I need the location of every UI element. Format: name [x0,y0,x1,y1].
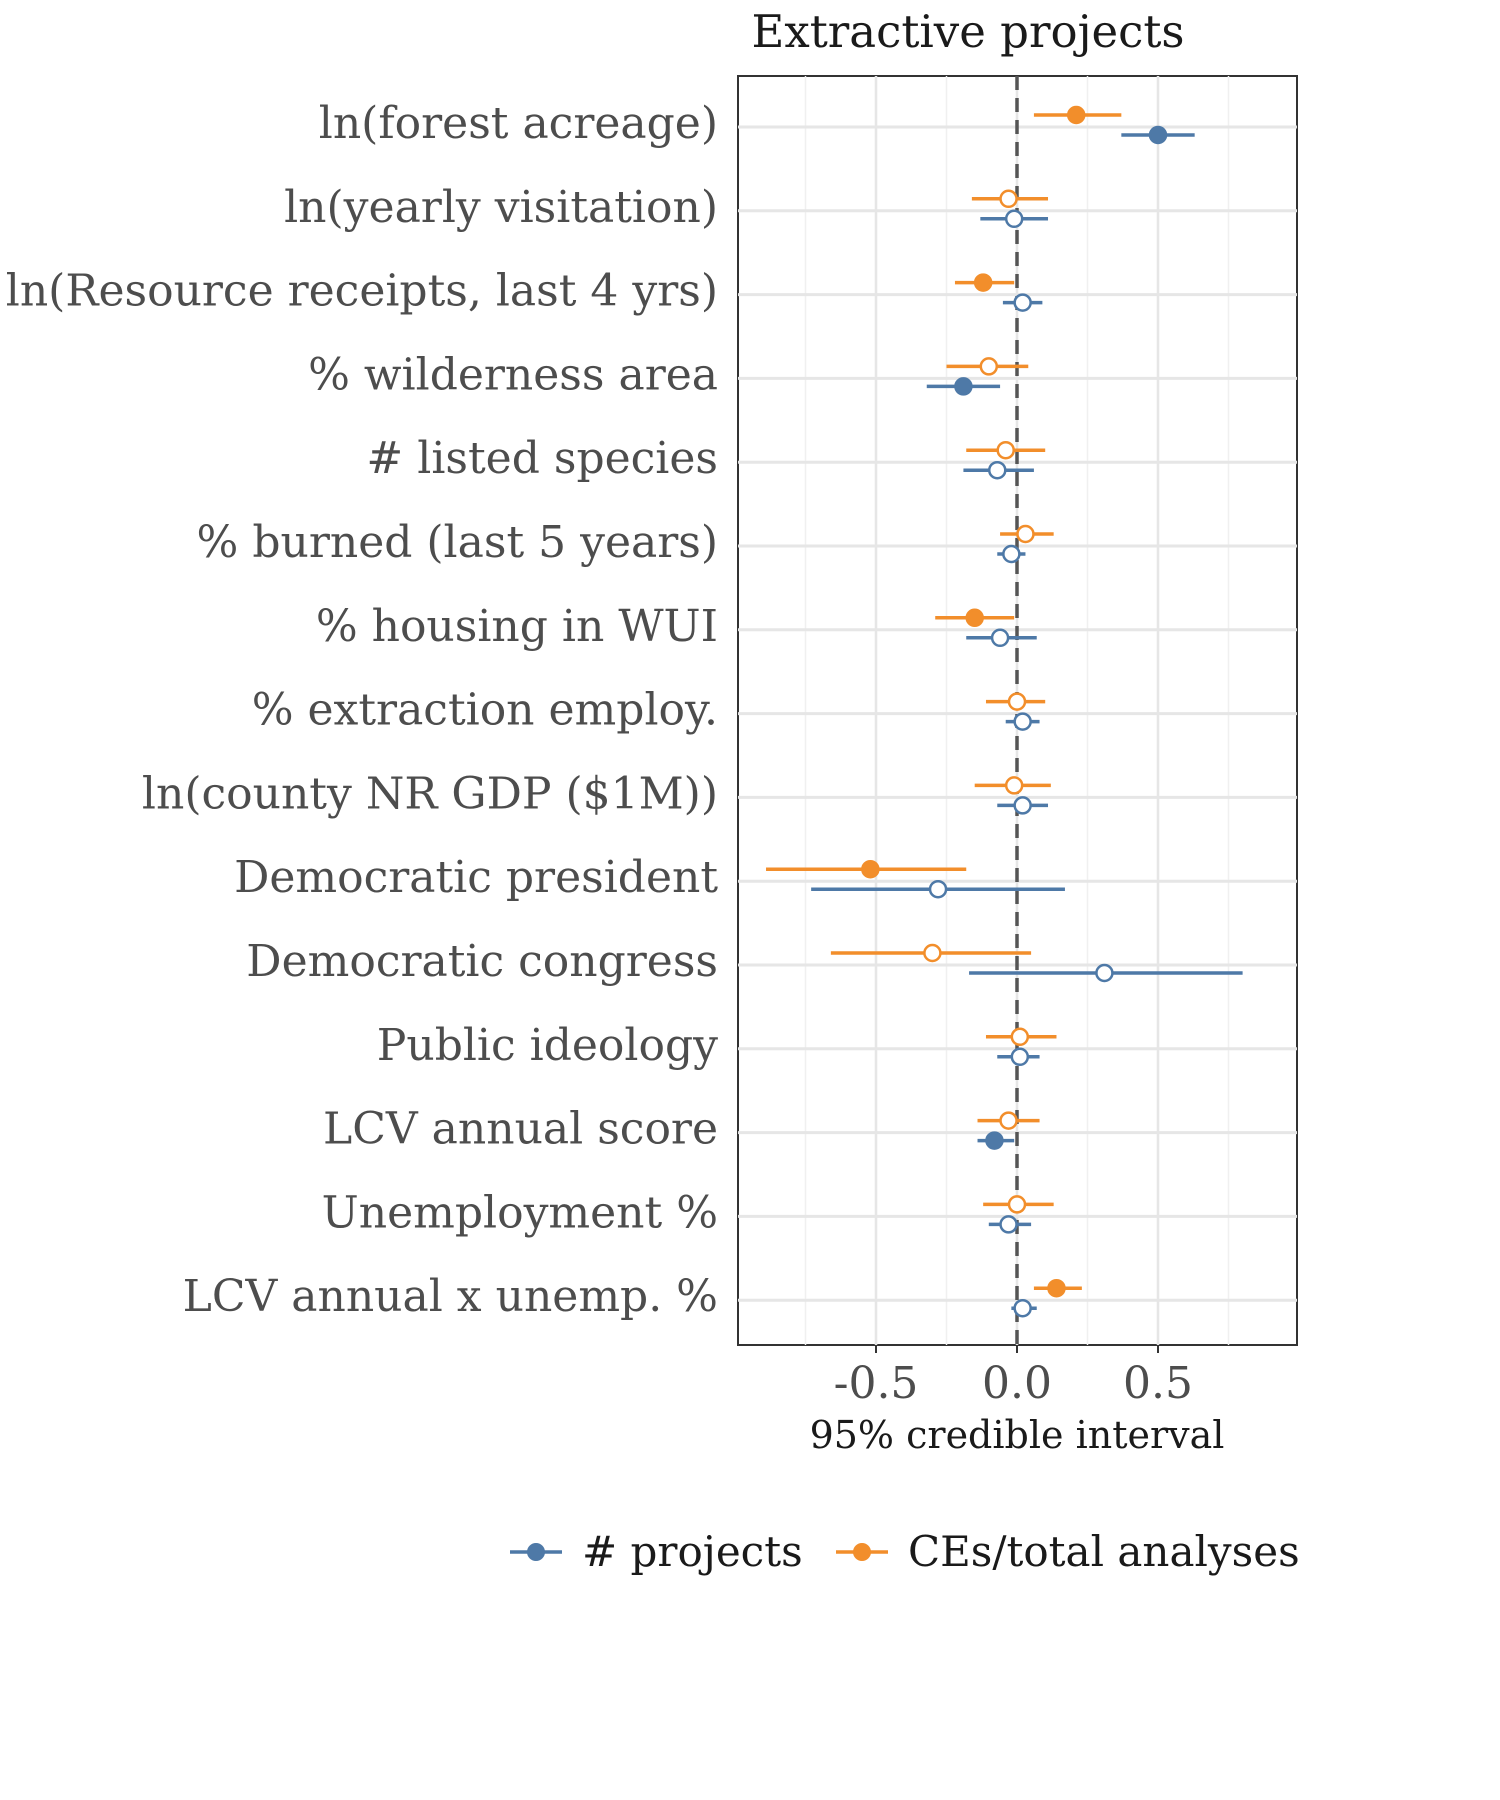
chart-title: Extractive projects [751,5,1184,58]
estimate-point [1047,1278,1066,1298]
estimate-point [928,879,948,899]
legend-item: # projects [510,1527,803,1576]
y-tick-labels: ln(forest acreage) ln(yearly visitation) l… [6,98,719,1322]
legend-label: CEs/total analyses [908,1527,1300,1576]
y-tick-label: Unemployment % [322,1187,718,1238]
y-tick-label: ln(forest acreage) [319,98,718,149]
estimate-point [1013,712,1032,731]
x-tick-labels: -0.5 0.0 0.5 [834,1345,1193,1409]
series-layer [766,105,1243,1318]
estimate-point [1010,1047,1030,1067]
estimate-point [1004,209,1024,229]
legend-key-point [853,1543,871,1561]
estimate-point [1002,544,1021,564]
y-tick-label: % housing in WUI [316,601,718,652]
estimate-point [965,608,984,628]
estimate-point [861,859,880,879]
estimate-point [990,628,1010,648]
estimate-point [999,1111,1018,1130]
estimate-point [954,377,973,396]
estimate-point [1013,796,1032,815]
y-tick-label: % extraction employ. [252,685,718,736]
estimate-point [1007,1195,1027,1214]
y-tick-label: % wilderness area [308,349,718,400]
estimate-point [1004,776,1024,795]
estimate-point [1007,692,1027,711]
series-1 [766,105,1122,1298]
estimate-point [1095,963,1114,983]
estimate-point [979,357,999,376]
estimate-point [1010,1027,1030,1047]
x-tick-label: 0.5 [1123,1358,1193,1409]
y-tick-label: ln(county NR GDP ($1M)) [142,768,718,819]
estimate-point [985,1131,1004,1150]
legend: # projects CEs/total analyses [510,1527,1300,1576]
estimate-point [1148,125,1168,145]
y-tick-label: ln(yearly visitation) [284,182,718,233]
estimate-point [923,943,942,963]
estimate-point [1013,293,1032,312]
estimate-point [1016,524,1035,544]
legend-key-point [527,1543,545,1561]
y-tick-label: LCV annual x unemp. % [183,1271,718,1322]
y-tick-label: ln(Resource receipts, last 4 yrs) [6,266,718,317]
estimate-point [973,273,993,292]
x-tick-label: 0.0 [982,1358,1052,1409]
estimate-point [1066,105,1086,125]
y-tick-label: Public ideology [377,1020,718,1071]
legend-item: CEs/total analyses [836,1527,1300,1576]
y-tick-label: % burned (last 5 years) [197,517,718,568]
x-tick-label: -0.5 [834,1358,919,1409]
y-tick-label: Democratic president [234,852,718,903]
estimate-point [999,1215,1018,1234]
estimate-point [999,189,1018,209]
y-tick-label: LCV annual score [323,1104,718,1155]
series-0 [811,125,1243,1318]
x-axis-title: 95% credible interval [810,1413,1225,1457]
legend-label: # projects [582,1527,803,1576]
y-tick-label: # listed species [366,433,718,484]
estimate-point [988,460,1007,480]
y-tick-label: Democratic congress [246,936,718,987]
estimate-point [1013,1298,1032,1318]
estimate-point [996,440,1015,460]
